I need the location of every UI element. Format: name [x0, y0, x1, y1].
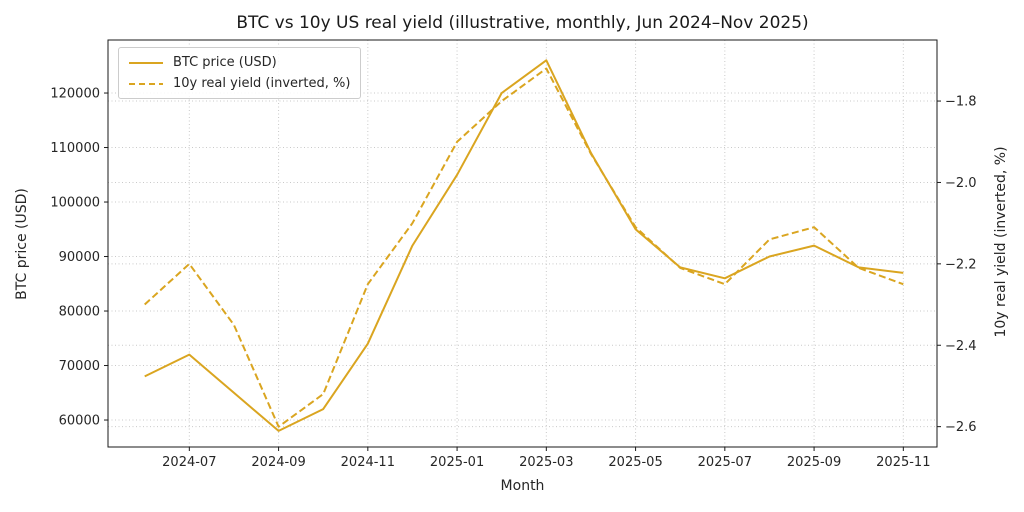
x-tick-label: 2025-09 [787, 455, 841, 470]
chart-title: BTC vs 10y US real yield (illustrative, … [236, 13, 809, 33]
legend: BTC price (USD) 10y real yield (inverted… [118, 47, 362, 99]
y-tick-label-left: 120000 [50, 87, 100, 102]
y-axis-label-right: 10y real yield (inverted, %) [993, 146, 1009, 338]
y-tick-label-right: −2.2 [945, 257, 977, 272]
x-tick-label: 2024-07 [162, 455, 216, 470]
solid-line-swatch-icon [129, 61, 163, 65]
series-line-btc [144, 59, 904, 432]
plot-frame [107, 39, 938, 448]
x-tick-label: 2025-01 [430, 455, 484, 470]
dashed-line-swatch-icon [129, 82, 163, 86]
legend-label-yield: 10y real yield (inverted, %) [173, 76, 351, 91]
y-tick-label-left: 60000 [59, 414, 100, 429]
x-tick-label: 2025-07 [698, 455, 752, 470]
legend-item-btc: BTC price (USD) [129, 55, 350, 70]
legend-label-btc: BTC price (USD) [173, 55, 277, 70]
x-tick-label: 2025-05 [608, 455, 662, 470]
x-tick-label: 2025-11 [876, 455, 930, 470]
x-tick-label: 2025-03 [519, 455, 573, 470]
y-axis-label-left: BTC price (USD) [14, 188, 30, 300]
y-tick-label-left: 70000 [59, 359, 100, 374]
y-tick-label-left: 100000 [50, 196, 100, 211]
y-tick-label-right: −2.6 [945, 420, 977, 435]
y-tick-label-right: −2.0 [945, 176, 977, 191]
x-axis-label: Month [500, 478, 545, 494]
y-tick-label-left: 110000 [50, 141, 100, 156]
legend-item-yield: 10y real yield (inverted, %) [129, 76, 350, 91]
y-tick-label-right: −1.8 [945, 95, 977, 110]
y-tick-label-left: 90000 [59, 250, 100, 265]
y-tick-label-right: −2.4 [945, 339, 977, 354]
series-line-yield [144, 67, 904, 428]
x-tick-label: 2024-09 [251, 455, 305, 470]
x-tick-label: 2024-11 [341, 455, 395, 470]
y-tick-label-left: 80000 [59, 305, 100, 320]
